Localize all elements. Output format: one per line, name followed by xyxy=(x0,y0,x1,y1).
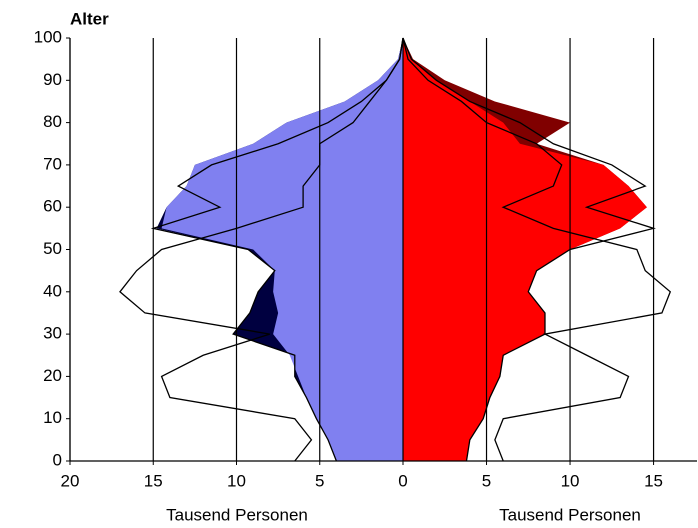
population-line xyxy=(150,37,404,462)
x-tick-label: 15 xyxy=(644,471,663,490)
y-tick-label: 50 xyxy=(43,239,62,258)
x-tick-label: 5 xyxy=(315,471,324,490)
y-tick-label: 30 xyxy=(43,324,62,343)
population-line xyxy=(402,37,672,462)
y-tick-label: 10 xyxy=(43,408,62,427)
x-tick-label: 10 xyxy=(561,471,580,490)
x-axis-label: Tausend Personen xyxy=(499,505,641,524)
y-tick-label: 80 xyxy=(43,112,62,131)
population-area xyxy=(403,38,647,461)
x-axis-label: Tausend Personen xyxy=(166,505,308,524)
population-area xyxy=(161,38,403,461)
y-tick-label: 60 xyxy=(43,197,62,216)
y-tick-label: 0 xyxy=(53,450,62,469)
x-tick-label: 0 xyxy=(398,471,407,490)
x-tick-label: 15 xyxy=(144,471,163,490)
y-tick-label: 20 xyxy=(43,366,62,385)
y-tick-label: 100 xyxy=(34,27,62,46)
x-tick-label: 20 xyxy=(61,471,80,490)
y-tick-label: 90 xyxy=(43,70,62,89)
y-axis-label: Alter xyxy=(70,9,109,28)
y-tick-label: 70 xyxy=(43,154,62,173)
y-tick-label: 40 xyxy=(43,281,62,300)
x-tick-label: 10 xyxy=(227,471,246,490)
population-line xyxy=(119,37,404,462)
x-tick-label: 5 xyxy=(482,471,491,490)
